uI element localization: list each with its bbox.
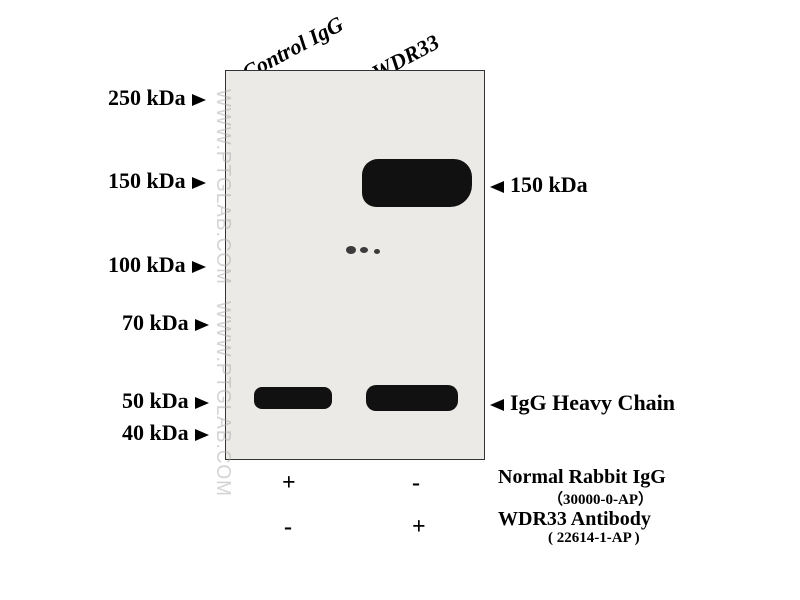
mw-marker: 100 kDa <box>108 252 206 278</box>
band-igg-heavy-control <box>254 387 332 409</box>
mw-marker: 250 kDa <box>108 85 206 111</box>
antibody-catalog: （30000-0-AP） <box>548 488 653 509</box>
mw-marker: 50 kDa <box>122 388 209 414</box>
mw-marker: 70 kDa <box>122 310 209 336</box>
band-wdr33 <box>362 159 472 207</box>
callout-band-size: 150 kDa <box>490 172 588 198</box>
matrix-cell: + <box>412 514 426 541</box>
figure-container: Control IgG WDR33 WWW.PTGLAB.COM WWW.PTG… <box>0 0 800 600</box>
artifact-spot <box>346 246 356 254</box>
band-igg-heavy-wdr33 <box>366 385 458 411</box>
matrix-cell: - <box>284 514 292 541</box>
blot-membrane: WWW.PTGLAB.COM WWW.PTGLAB.COM <box>225 70 485 460</box>
matrix-cell: - <box>412 470 420 497</box>
antibody-name: Normal Rabbit IgG <box>498 466 666 489</box>
artifact-spot <box>360 247 368 253</box>
matrix-cell: + <box>282 470 296 497</box>
artifact-spot <box>374 249 380 254</box>
mw-marker: 150 kDa <box>108 168 206 194</box>
mw-marker: 40 kDa <box>122 420 209 446</box>
antibody-catalog: ( 22614-1-AP ) <box>548 530 640 547</box>
antibody-name: WDR33 Antibody <box>498 508 651 531</box>
callout-heavy-chain: IgG Heavy Chain <box>490 390 675 416</box>
watermark-top: WWW.PTGLAB.COM <box>211 89 234 285</box>
watermark-bottom: WWW.PTGLAB.COM <box>211 301 234 497</box>
